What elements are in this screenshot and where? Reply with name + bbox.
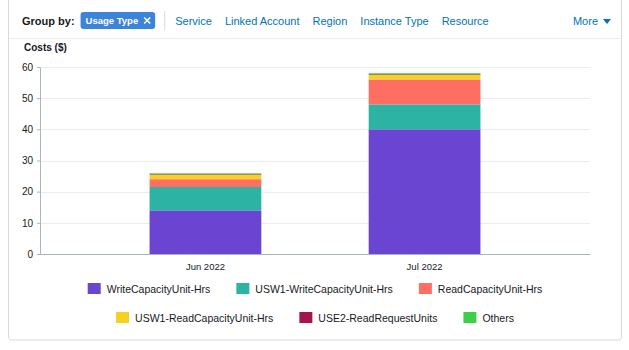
y-tick-mark (37, 129, 40, 130)
chip-remove-icon[interactable] (144, 18, 150, 24)
legend-label: USW1-WriteCapacityUnit-Hrs (255, 283, 393, 295)
legend-label: USE2-ReadRequestUnits (318, 312, 437, 324)
grid-line (40, 223, 590, 224)
y-tick: 50 (22, 93, 40, 104)
y-tick-label: 50 (22, 93, 34, 104)
grid-line (40, 67, 590, 68)
legend-label: USW1-ReadCapacityUnit-Hrs (135, 312, 273, 324)
bar-segment (369, 129, 481, 254)
legend-item: WriteCapacityUnit-Hrs (88, 283, 211, 295)
chip-label[interactable]: Usage Type (86, 15, 139, 26)
chart-svg: Group by: Usage Type Service Linked Account… (0, 0, 629, 350)
y-axis: 0 10 20 30 40 50 60 (22, 62, 41, 260)
y-tick-mark (37, 192, 40, 193)
legend-swatch (419, 283, 432, 294)
x-axis-line (41, 254, 591, 255)
toolbar-separator (164, 11, 165, 30)
legend-item: USW1-WriteCapacityUnit-Hrs (236, 283, 393, 295)
x-tick: Jun 2022 (186, 254, 225, 272)
y-tick: 10 (22, 218, 40, 229)
legend: WriteCapacityUnit-Hrs USW1-WriteCapacityU… (88, 283, 543, 324)
grid-line (40, 254, 590, 255)
more-caret[interactable] (603, 19, 611, 24)
legend-swatch (463, 312, 476, 323)
grid-line (40, 129, 590, 130)
legend-swatch (116, 312, 129, 323)
y-tick-mark (37, 98, 40, 99)
bar-segment (369, 74, 481, 76)
toolbar-divider (9, 38, 621, 39)
legend-item: Others (463, 312, 514, 324)
grid (40, 68, 590, 255)
y-tick-label: 0 (27, 249, 33, 260)
x-axis: Jun 2022 Jul 2022 (41, 254, 591, 272)
legend-label: WriteCapacityUnit-Hrs (107, 283, 211, 295)
y-tick-mark (37, 67, 40, 68)
y-tick-label: 20 (22, 186, 34, 197)
y-tick: 0 (27, 249, 40, 260)
toolbar: Group by: Usage Type Service Linked Account… (22, 11, 611, 30)
bar-segment (150, 173, 262, 175)
x-tick: Jul 2022 (407, 254, 443, 272)
y-tick: 60 (22, 62, 40, 73)
legend-label: ReadCapacityUnit-Hrs (438, 283, 542, 295)
legend-item: USW1-ReadCapacityUnit-Hrs (116, 312, 273, 324)
y-tick-label: 30 (22, 155, 34, 166)
y-axis-title: Costs ($) (24, 42, 67, 53)
group-by-label: Group by: (22, 15, 75, 27)
y-tick-mark (37, 254, 40, 255)
bar-segment (150, 187, 262, 210)
y-tick: 40 (22, 124, 40, 135)
grid-line (40, 192, 590, 193)
legend-swatch (299, 312, 312, 323)
legend-swatch (236, 283, 249, 294)
y-tick-label: 40 (22, 124, 34, 135)
bar-segment (369, 73, 481, 75)
bars (150, 73, 481, 254)
legend-item: ReadCapacityUnit-Hrs (419, 283, 542, 295)
group-option[interactable]: Resource (442, 15, 489, 27)
bar-segment (369, 79, 481, 104)
y-axis-line (40, 68, 41, 255)
bar-segment (150, 179, 262, 187)
bar-segment (369, 104, 481, 129)
y-tick: 30 (22, 155, 40, 166)
legend-swatch (88, 283, 101, 294)
panel (9, 0, 622, 340)
group-option[interactable]: Service (175, 15, 212, 27)
group-option[interactable]: Instance Type (360, 15, 428, 27)
more-option[interactable]: More (573, 15, 598, 27)
y-tick-mark (37, 223, 40, 224)
bar-segment (150, 173, 262, 175)
legend-label: Others (482, 312, 514, 324)
bar-segment (369, 75, 481, 80)
y-tick: 20 (22, 186, 40, 197)
bar-segment (150, 175, 262, 180)
grid-line (40, 98, 590, 99)
y-tick-label: 60 (22, 62, 34, 73)
y-tick-mark (37, 161, 40, 162)
group-chip[interactable]: Usage Type (81, 12, 156, 29)
grid-line (40, 161, 590, 162)
y-tick-label: 10 (22, 218, 34, 229)
x-tick-label: Jul 2022 (407, 261, 443, 272)
chip-background[interactable] (81, 12, 156, 29)
legend-item: USE2-ReadRequestUnits (299, 312, 437, 324)
group-option[interactable]: Region (313, 15, 348, 27)
group-option[interactable]: Linked Account (225, 15, 300, 27)
x-tick-label: Jun 2022 (186, 261, 225, 272)
bar-segment (150, 210, 262, 254)
